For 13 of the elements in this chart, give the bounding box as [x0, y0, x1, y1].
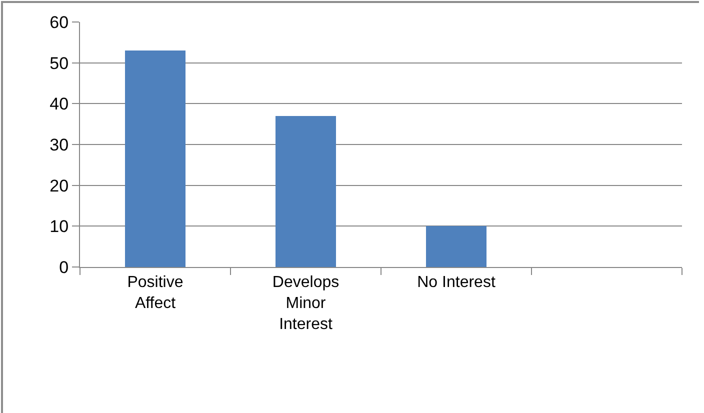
y-tick-label: 30 — [50, 135, 69, 154]
bar — [125, 50, 186, 267]
y-tick-label: 40 — [50, 94, 69, 114]
x-tick-label: Positive Affect — [127, 274, 184, 312]
x-tick-label: No Interest — [417, 274, 496, 292]
bar — [426, 226, 486, 267]
y-tick-label: 60 — [50, 12, 69, 32]
y-tick-label: 20 — [50, 176, 69, 196]
bar — [276, 116, 336, 267]
y-tick-label: 10 — [50, 217, 69, 236]
x-tick-label: Develops Minor Interest — [272, 274, 340, 333]
y-tick-label: 0 — [59, 258, 69, 277]
y-tick-label: 50 — [50, 54, 69, 73]
